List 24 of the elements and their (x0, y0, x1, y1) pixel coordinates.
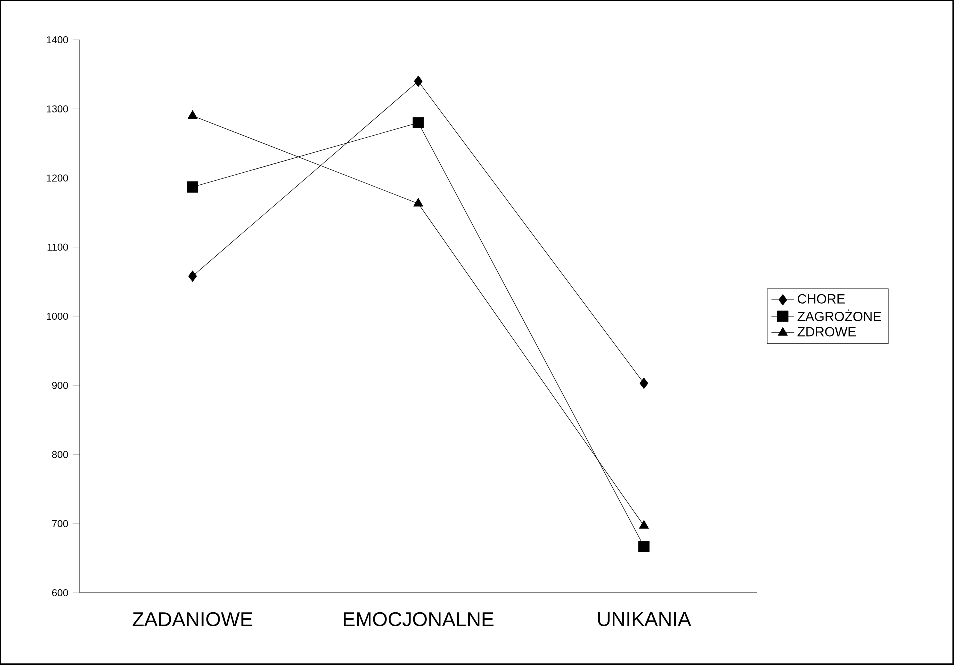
x-tick-label: EMOCJONALNE (344, 612, 494, 627)
point (639, 520, 650, 529)
y-tick-label: 600 (52, 589, 68, 597)
point (188, 270, 198, 282)
legend-label: CHORE (798, 294, 845, 304)
y-tick-label: 800 (52, 451, 68, 458)
y-tick-label: 1300 (47, 106, 68, 113)
y-tick-label: 1100 (48, 244, 68, 251)
y-tick-label: 900 (52, 382, 68, 390)
point (414, 198, 424, 207)
legend-label: ZAGROŻONE (798, 310, 882, 322)
y-tick-label: 1000 (47, 312, 68, 320)
y-tick-label: 1400 (47, 36, 68, 44)
point (638, 541, 650, 552)
legend-label: ZDROWE (798, 327, 856, 337)
point (187, 182, 198, 193)
y-tick-label: 700 (52, 520, 68, 528)
point (188, 110, 198, 119)
point (414, 76, 423, 88)
point (640, 378, 648, 390)
x-tick-label: ZADANIOWE (132, 612, 253, 627)
point (412, 117, 424, 129)
y-tick-label: 1200 (47, 174, 68, 182)
x-tick-label: UNIKANIA (598, 612, 692, 626)
